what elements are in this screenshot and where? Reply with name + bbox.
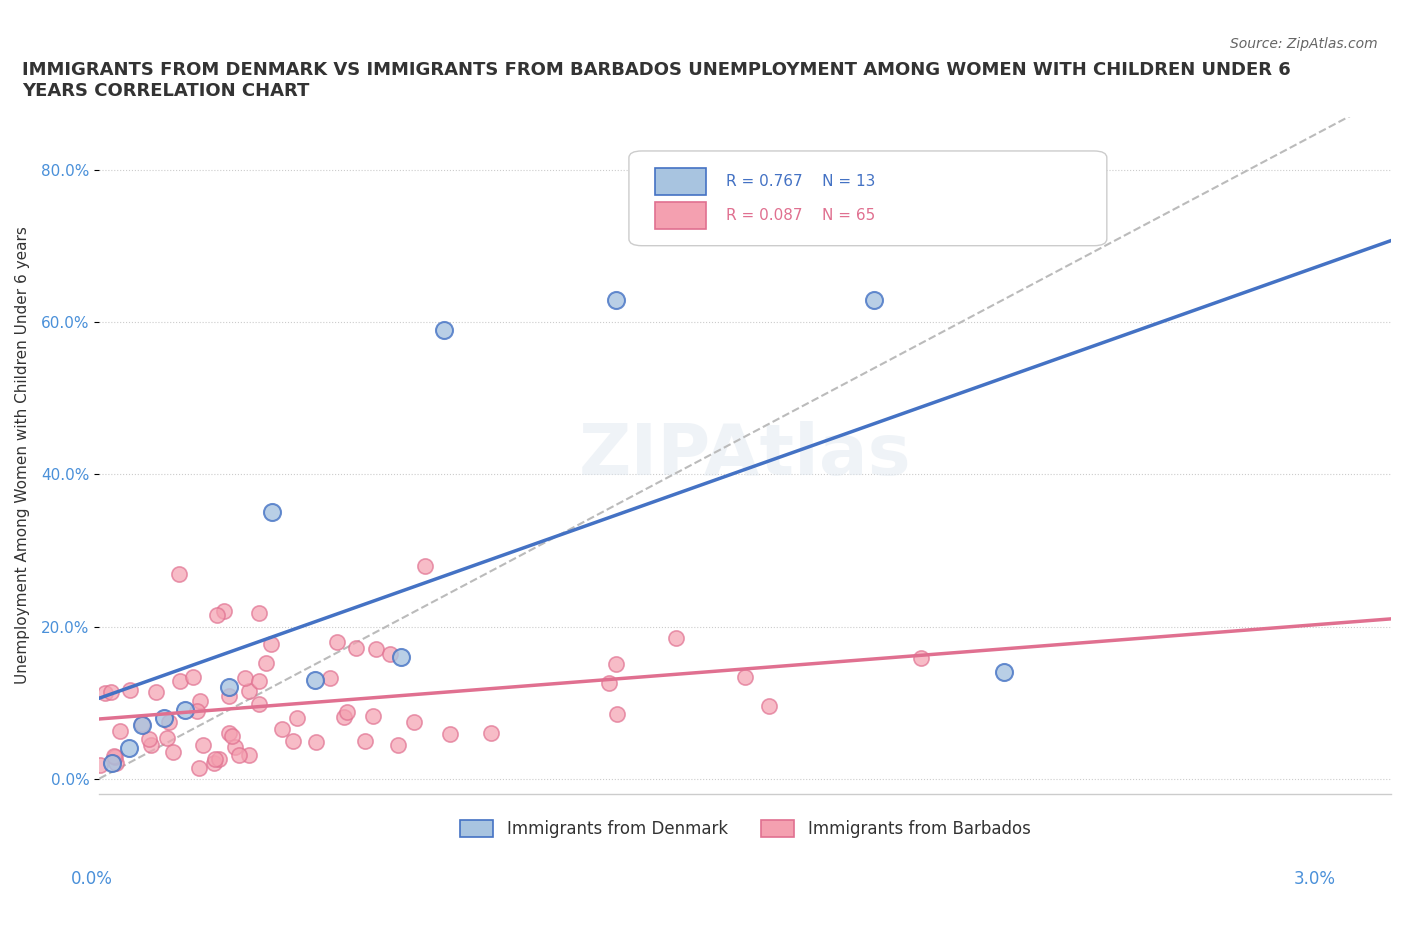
Point — [259, 637, 281, 652]
Point — [993, 665, 1015, 680]
Point — [218, 680, 240, 695]
Point — [138, 732, 160, 747]
Point — [247, 605, 270, 620]
Point — [389, 649, 412, 664]
Point — [361, 709, 384, 724]
Point — [207, 607, 229, 622]
Point — [181, 670, 204, 684]
Point — [238, 684, 260, 698]
Point — [758, 698, 780, 713]
Text: 0.0%: 0.0% — [70, 870, 112, 888]
Point — [187, 760, 209, 775]
Point — [118, 740, 141, 755]
Point — [605, 292, 627, 307]
Point — [433, 323, 456, 338]
Point — [863, 292, 886, 307]
Point — [157, 715, 180, 730]
Text: Source: ZipAtlas.com: Source: ZipAtlas.com — [1230, 37, 1378, 51]
Point — [333, 710, 356, 724]
Point — [120, 682, 142, 697]
Point — [188, 693, 211, 708]
Point — [439, 726, 461, 741]
Point — [212, 604, 235, 618]
Point — [224, 739, 246, 754]
Point — [413, 558, 436, 573]
Point — [479, 725, 502, 740]
Point — [305, 735, 328, 750]
FancyBboxPatch shape — [628, 151, 1107, 246]
Text: R = 0.087    N = 65: R = 0.087 N = 65 — [725, 207, 875, 223]
Point — [380, 646, 402, 661]
Point — [89, 758, 111, 773]
Point — [254, 656, 277, 671]
Point — [131, 718, 153, 733]
Point — [734, 670, 756, 684]
Bar — [655, 202, 706, 229]
Point — [238, 748, 260, 763]
Point — [344, 641, 367, 656]
Point — [910, 650, 932, 665]
Point — [285, 711, 308, 725]
Text: 3.0%: 3.0% — [1294, 870, 1336, 888]
Point — [218, 688, 240, 703]
Point — [247, 697, 270, 711]
Point — [145, 685, 167, 700]
Point — [247, 673, 270, 688]
Point — [319, 671, 342, 685]
Point — [191, 737, 214, 752]
Point — [131, 717, 153, 732]
Point — [598, 675, 620, 690]
Point — [336, 704, 359, 719]
Point — [208, 751, 231, 766]
Point — [606, 707, 628, 722]
Point — [228, 748, 250, 763]
Legend: Immigrants from Denmark, Immigrants from Barbados: Immigrants from Denmark, Immigrants from… — [451, 812, 1039, 846]
Point — [104, 750, 127, 764]
Point — [156, 731, 179, 746]
Point — [221, 728, 243, 743]
Point — [218, 725, 240, 740]
Point — [167, 566, 190, 581]
Point — [153, 711, 176, 725]
Text: ZIPAtlas: ZIPAtlas — [579, 421, 911, 490]
Point — [94, 685, 117, 700]
Text: R = 0.767    N = 13: R = 0.767 N = 13 — [725, 174, 875, 189]
Point — [101, 756, 124, 771]
Point — [169, 673, 191, 688]
Point — [103, 749, 125, 764]
Bar — [655, 168, 706, 195]
Point — [162, 744, 184, 759]
Point — [105, 755, 128, 770]
Point — [354, 733, 377, 748]
Point — [174, 703, 197, 718]
Point — [326, 635, 349, 650]
Y-axis label: Unemployment Among Women with Children Under 6 years: Unemployment Among Women with Children U… — [15, 227, 30, 684]
Point — [100, 685, 122, 700]
Point — [139, 737, 162, 752]
Point — [233, 671, 256, 685]
Point — [281, 734, 304, 749]
Point — [108, 724, 131, 738]
Point — [260, 505, 283, 520]
Text: IMMIGRANTS FROM DENMARK VS IMMIGRANTS FROM BARBADOS UNEMPLOYMENT AMONG WOMEN WIT: IMMIGRANTS FROM DENMARK VS IMMIGRANTS FR… — [22, 61, 1291, 100]
Point — [605, 657, 627, 671]
Point — [664, 631, 686, 645]
Point — [204, 751, 226, 766]
Point — [186, 703, 208, 718]
Point — [364, 642, 387, 657]
Point — [271, 722, 294, 737]
Point — [387, 737, 409, 752]
Point — [304, 672, 326, 687]
Point — [404, 714, 426, 729]
Point — [202, 756, 225, 771]
